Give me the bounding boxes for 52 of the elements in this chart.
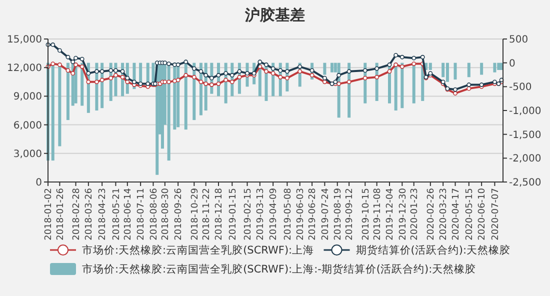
x-tick-label: 2020-06-10 — [478, 188, 488, 240]
y2-tick-label: -500 — [509, 82, 532, 94]
legend-label: 市场价:天然橡胶:云南国营全乳胶(SCRWF):上海:-期货结算价(活跃合约):天然橡胶 — [82, 262, 476, 276]
x-tick-label: 2019-06-28 — [308, 188, 318, 240]
y-tick-label: 3,000 — [13, 148, 42, 160]
x-tick-label: 2019-04-09 — [269, 188, 280, 240]
x-tick-label: 2018-07-11 — [136, 188, 147, 240]
y-tick-label: 9,000 — [13, 92, 42, 103]
x-tick-label: 2019-05-08 — [283, 188, 294, 240]
x-tick-label: 2019-07-24 — [320, 188, 331, 240]
x-tick-label: 2020-05-15 — [465, 188, 476, 240]
x-tick-label: 2018-06-14 — [124, 188, 134, 240]
x-tick-label: 2018-08-06 — [149, 188, 160, 240]
y-tick-label: 15,000 — [7, 34, 42, 46]
x-tick-label: 2019-06-03 — [296, 188, 306, 240]
y2-tick-label: -2,000 — [509, 154, 542, 165]
y-tick-label: 6,000 — [13, 120, 42, 132]
y-tick-label: 0 — [36, 178, 42, 188]
x-tick-label: 2020-03-23 — [439, 188, 450, 240]
x-tick-label: 2019-10-15 — [361, 188, 372, 240]
x-tick-label: 2019-08-19 — [334, 188, 344, 240]
x-tick-label: 2019-09-12 — [345, 188, 356, 240]
x-tick-label: 2018-01-26 — [56, 188, 66, 240]
chart-title: 沪胶基差 — [244, 6, 305, 24]
x-tick-label: 2019-02-15 — [243, 188, 254, 240]
x-tick-label: 2019-12-30 — [398, 188, 408, 240]
x-tick-label: 2018-05-21 — [112, 188, 122, 240]
y-tick-label: 12,000 — [7, 63, 42, 74]
x-tick-label: 2020-07-07 — [490, 188, 501, 240]
y2-tick-label: -1,000 — [509, 106, 542, 117]
x-tick-label: 2018-11-22 — [202, 188, 212, 240]
legend-label: 期货结算价(活跃合约):天然橡胶 — [356, 244, 510, 257]
x-tick-label: 2018-02-28 — [72, 188, 82, 240]
x-tick-label: 2018-10-29 — [190, 188, 200, 240]
y2-tick-label: 0 — [509, 58, 516, 70]
x-tick-label: 2018-04-23 — [98, 188, 108, 240]
x-tick-label: 2018-03-26 — [84, 188, 95, 240]
x-tick-label: 2020-01-23 — [410, 188, 420, 240]
x-tick-label: 2018-09-26 — [174, 188, 184, 240]
legend-label: 市场价:天然橡胶:云南国营全乳胶(SCRWF):上海 — [82, 244, 314, 257]
y2-tick-label: 500 — [509, 34, 528, 46]
x-tick-label: 2018-08-30 — [161, 188, 172, 240]
x-tick-label: 2019-03-13 — [256, 188, 266, 240]
x-tick-label: 2018-12-18 — [214, 188, 225, 240]
x-tick-label: 2018-01-02 — [44, 188, 54, 240]
x-tick-label: 2020-04-17 — [451, 188, 462, 240]
x-tick-label: 2019-12-04 — [386, 188, 396, 240]
x-tick-label: 2019-01-15 — [228, 188, 238, 240]
y2-tick-label: -2,500 — [509, 178, 542, 188]
y2-tick-label: -1,500 — [509, 130, 542, 141]
x-tick-label: 2019-11-08 — [372, 188, 383, 240]
x-tick-label: 2020-02-26 — [426, 188, 437, 240]
